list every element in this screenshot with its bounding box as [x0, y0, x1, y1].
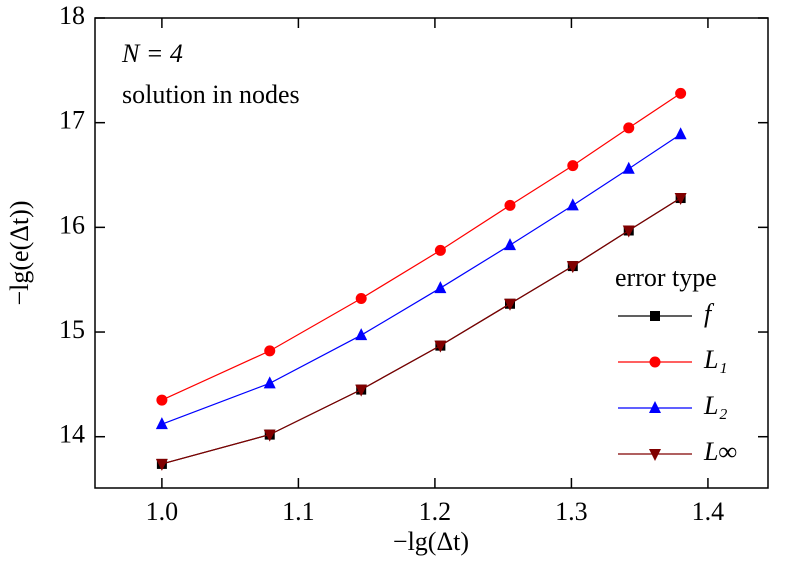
marker — [156, 394, 168, 406]
marker — [623, 122, 635, 134]
marker — [263, 376, 276, 389]
series-line — [161, 197, 681, 465]
marker — [155, 458, 168, 471]
y-axis-label: −lg(e(Δt)) — [5, 200, 34, 305]
legend-label: L₁ — [703, 345, 728, 374]
series-line — [161, 92, 681, 401]
marker — [674, 193, 687, 206]
y-tick-label: 17 — [59, 106, 85, 135]
y-tick-label: 18 — [59, 1, 85, 30]
x-tick-label: 1.3 — [555, 497, 588, 526]
marker — [649, 401, 661, 413]
marker — [503, 238, 516, 251]
marker — [155, 417, 168, 430]
marker — [566, 261, 579, 274]
marker — [504, 199, 516, 211]
marker — [675, 87, 687, 99]
marker — [264, 345, 276, 357]
marker — [649, 356, 661, 368]
x-tick-label: 1.4 — [692, 497, 725, 526]
marker — [674, 127, 687, 140]
marker — [355, 328, 368, 341]
series-line — [161, 197, 681, 465]
annotation: N = 4 — [121, 39, 183, 68]
x-tick-label: 1.1 — [282, 497, 315, 526]
marker — [434, 244, 446, 256]
marker — [622, 161, 635, 174]
series-line — [161, 133, 681, 425]
legend-label: L₂ — [703, 391, 728, 420]
marker — [355, 293, 367, 305]
y-tick-label: 14 — [59, 420, 85, 449]
legend-label: L∞ — [703, 437, 737, 466]
marker — [567, 160, 579, 172]
marker — [503, 298, 516, 311]
marker — [434, 340, 447, 353]
x-tick-label: 1.0 — [146, 497, 179, 526]
marker — [650, 311, 660, 321]
legend-title: error type — [615, 263, 717, 292]
x-tick-label: 1.2 — [419, 497, 452, 526]
y-tick-label: 16 — [59, 210, 85, 239]
annotation: solution in nodes — [122, 80, 300, 109]
y-tick-label: 15 — [59, 315, 85, 344]
x-axis-label: −lg(Δt) — [393, 527, 469, 556]
marker — [355, 384, 368, 397]
plot-frame — [94, 17, 769, 489]
marker — [434, 281, 447, 294]
marker — [566, 198, 579, 211]
marker — [263, 429, 276, 442]
marker — [622, 225, 635, 238]
legend-label: f — [704, 299, 715, 328]
marker — [649, 449, 661, 461]
